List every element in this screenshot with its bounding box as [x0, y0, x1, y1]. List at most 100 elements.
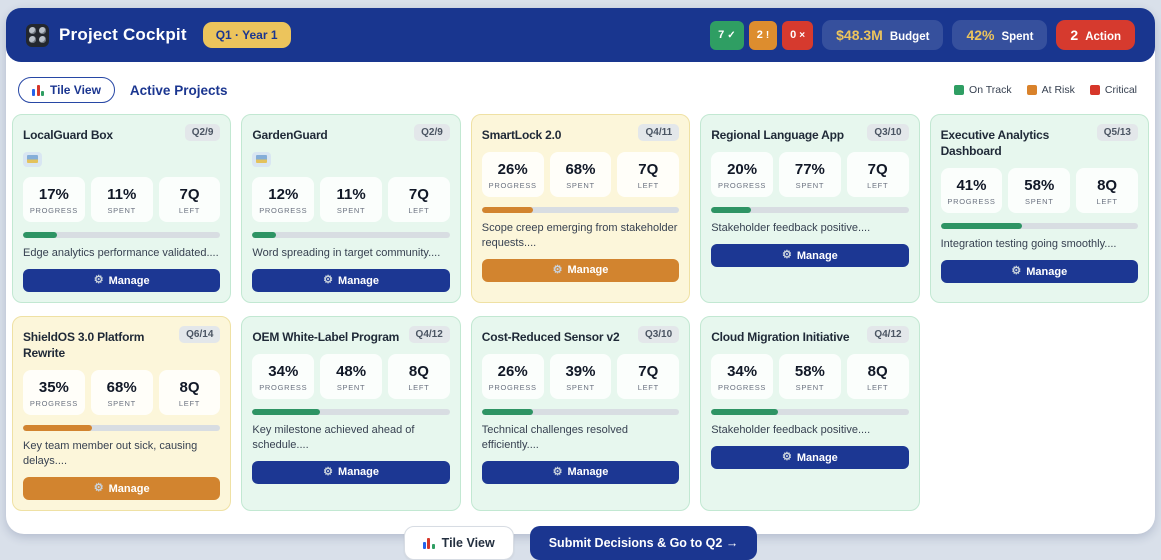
quarters-left-label: LEFT [1096, 197, 1118, 207]
progress-label: PROGRESS [259, 383, 308, 393]
spent-value: 58% [794, 363, 825, 381]
gear-icon: ⚙ [323, 274, 334, 287]
tile-view-toggle[interactable]: Tile View [18, 77, 115, 103]
quarters-left-stat: 7Q LEFT [158, 177, 221, 223]
quarters-left-stat: 7Q LEFT [617, 354, 680, 400]
section-heading: Active Projects [129, 82, 228, 98]
tile-header: LocalGuard Box Q2/9 [23, 124, 221, 143]
tile-stats: 26% PROGRESS 68% SPENT 7Q LEFT [481, 152, 680, 198]
gear-icon: ⚙ [552, 465, 563, 478]
manage-button[interactable]: ⚙ Manage [711, 446, 909, 470]
progress-bar-fill [711, 207, 751, 214]
quarters-left-stat: 7Q LEFT [387, 177, 450, 223]
spent-label: SPENT [1025, 197, 1054, 207]
progress-value: 26% [497, 161, 528, 179]
tile-stats: 41% PROGRESS 58% SPENT 8Q LEFT [940, 168, 1138, 214]
progress-stat: 34% PROGRESS [252, 354, 315, 400]
gear-icon: ⚙ [93, 482, 104, 495]
manage-button-label: Manage [1026, 265, 1068, 278]
progress-bar [23, 425, 221, 432]
status-count-at-risk: 2! [748, 20, 778, 50]
status-legend: On Track At Risk Critical [954, 84, 1143, 96]
legend-swatch [1089, 85, 1100, 95]
manage-button-label: Manage [108, 482, 150, 495]
project-cockpit-app: Project Cockpit Q1 · Year 1 7 ✓ 2! 0 × $48.3… [6, 8, 1155, 560]
manage-button[interactable]: ⚙ Manage [23, 269, 221, 293]
spent-value: 48% [336, 363, 367, 381]
project-tile: OEM White-Label Program Q4/12 34% PROGRESS 4… [241, 316, 461, 512]
progress-value: 17% [38, 186, 69, 204]
project-title: Executive Analytics Dashboard [940, 128, 1050, 159]
tile-icon-row [252, 150, 449, 168]
spent-stat: 68% SPENT [90, 370, 153, 416]
progress-bar [481, 409, 680, 416]
tile-header: Regional Language App Q3/10 [711, 124, 909, 143]
manage-button-label: Manage [567, 466, 609, 479]
quarters-left-label: LEFT [178, 206, 201, 216]
status-note: Key team member out sick, causing delays… [23, 440, 198, 468]
quarter-progress-badge: Q5/13 [1096, 124, 1138, 141]
action-pill[interactable]: 2 Action [1056, 20, 1135, 50]
manage-button[interactable]: ⚙ Manage [252, 460, 450, 484]
quarters-left-value: 8Q [179, 379, 200, 397]
tile-view-button[interactable]: Tile View [403, 526, 514, 560]
app-logo-icon [26, 23, 49, 47]
status-count-chips: 7 ✓ 2! 0 × [710, 20, 814, 50]
spent-stat: 11% SPENT [90, 177, 153, 223]
quarter-progress-badge: Q2/9 [414, 124, 450, 141]
progress-label: PROGRESS [29, 206, 78, 216]
legend-swatch [1026, 85, 1037, 95]
progress-label: PROGRESS [488, 181, 537, 191]
progress-bar-fill [940, 223, 1022, 230]
progress-bar-fill [481, 409, 534, 416]
progress-bar [711, 207, 909, 214]
quarter-progress-badge: Q3/10 [867, 124, 909, 141]
status-note: Scope creep emerging from stakeholder re… [481, 222, 678, 250]
progress-label: PROGRESS [259, 206, 308, 216]
app-title: Project Cockpit [59, 25, 187, 44]
submit-decisions-button[interactable]: Submit Decisions & Go to Q2 → [529, 526, 758, 560]
quarters-left-value: 8Q [408, 363, 429, 381]
gear-icon: ⚙ [323, 465, 334, 478]
manage-button[interactable]: ⚙ Manage [711, 244, 909, 268]
legend-item-critical: Critical [1089, 84, 1137, 96]
spent-value: 68% [106, 379, 137, 397]
quarters-left-value: 7Q [638, 161, 659, 179]
project-title: OEM White-Label Program [252, 330, 400, 345]
spent-stat: 58% SPENT [1008, 168, 1071, 214]
progress-stat: 12% PROGRESS [252, 177, 315, 223]
manage-button[interactable]: ⚙ Manage [940, 260, 1138, 284]
tile-header: Cloud Migration Initiative Q4/12 [711, 326, 909, 345]
legend-label: On Track [969, 84, 1012, 96]
progress-bar-fill [481, 207, 534, 214]
spent-label: Spent [1001, 31, 1034, 43]
progress-label: PROGRESS [718, 383, 767, 393]
quarters-left-label: LEFT [637, 181, 659, 191]
spent-label: SPENT [566, 181, 595, 191]
spent-stat: 39% SPENT [549, 354, 612, 400]
progress-stat: 20% PROGRESS [711, 152, 773, 198]
manage-button[interactable]: ⚙ Manage [481, 258, 680, 282]
status-note: Stakeholder feedback positive.... [711, 424, 871, 437]
manage-button[interactable]: ⚙ Manage [481, 460, 680, 484]
spent-label: SPENT [336, 383, 366, 393]
manage-button-label: Manage [338, 274, 380, 287]
spent-label: SPENT [336, 206, 366, 216]
tile-header: Cost-Reduced Sensor v2 Q3/10 [482, 326, 680, 345]
progress-value: 41% [956, 177, 987, 195]
progress-stat: 26% PROGRESS [481, 354, 544, 400]
quarters-left-value: 7Q [179, 186, 200, 204]
quarters-left-label: LEFT [637, 383, 659, 393]
quarter-progress-badge: Q4/12 [408, 326, 450, 344]
progress-label: PROGRESS [947, 197, 996, 207]
manage-button[interactable]: ⚙ Manage [23, 477, 221, 501]
progress-bar [481, 207, 680, 214]
status-count-symbol: × [799, 29, 806, 41]
manage-button[interactable]: ⚙ Manage [252, 269, 450, 293]
budget-label: Budget [889, 31, 930, 43]
manage-button-label: Manage [108, 274, 150, 287]
project-tile: GardenGuard Q2/9 12% PROGRESS 11% SPENT 7Q LEFT… [241, 114, 461, 304]
tile-view-toggle-label: Tile View [50, 83, 101, 97]
quarters-left-label: LEFT [178, 399, 201, 409]
progress-label: PROGRESS [718, 181, 767, 191]
